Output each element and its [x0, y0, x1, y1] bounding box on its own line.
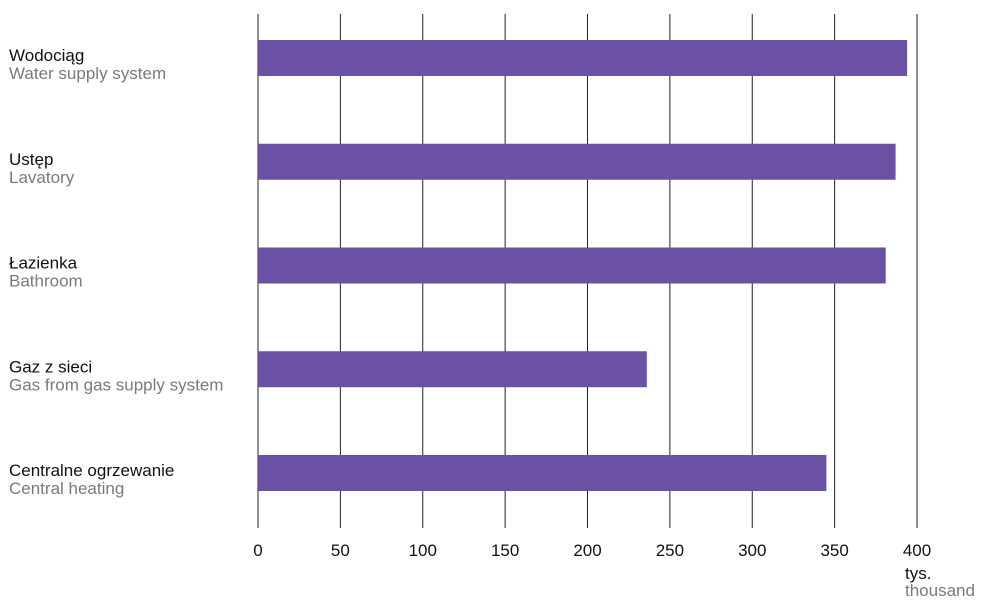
category-label-pl-4: Centralne ogrzewanie [9, 461, 174, 480]
unit-label-pl: tys. [905, 564, 931, 583]
unit-label-en: thousand [905, 581, 975, 598]
category-label-en-0: Water supply system [9, 64, 166, 83]
category-label-en-3: Gas from gas supply system [9, 375, 223, 394]
x-tick-label-350: 350 [820, 541, 848, 560]
category-label-en-2: Bathroom [9, 272, 83, 291]
category-label-pl-0: Wodociąg [9, 46, 84, 65]
x-axis-ticks: 0 50 100 150 200 250 300 350 400 [253, 541, 931, 560]
category-label-pl-2: Łazienka [9, 254, 78, 273]
x-tick-label-100: 100 [409, 541, 437, 560]
x-tick-label-0: 0 [253, 541, 262, 560]
bar-0 [258, 40, 908, 76]
x-axis-unit: tys. thousand [905, 564, 975, 600]
x-tick-label-200: 200 [573, 541, 601, 560]
bars [258, 40, 908, 491]
category-label-pl-1: Ustęp [9, 150, 53, 169]
category-label-pl-3: Gaz z sieci [9, 357, 92, 376]
bar-1 [258, 143, 896, 180]
category-label-en-1: Lavatory [9, 168, 75, 187]
x-tick-label-50: 50 [331, 541, 350, 560]
bar-2 [258, 247, 886, 284]
bar-3 [258, 351, 647, 388]
x-tick-label-250: 250 [656, 541, 684, 560]
category-label-en-4: Central heating [9, 479, 124, 498]
x-tick-label-400: 400 [903, 541, 931, 560]
x-tick-label-300: 300 [738, 541, 766, 560]
bar-4 [258, 455, 827, 491]
x-tick-label-150: 150 [491, 541, 519, 560]
